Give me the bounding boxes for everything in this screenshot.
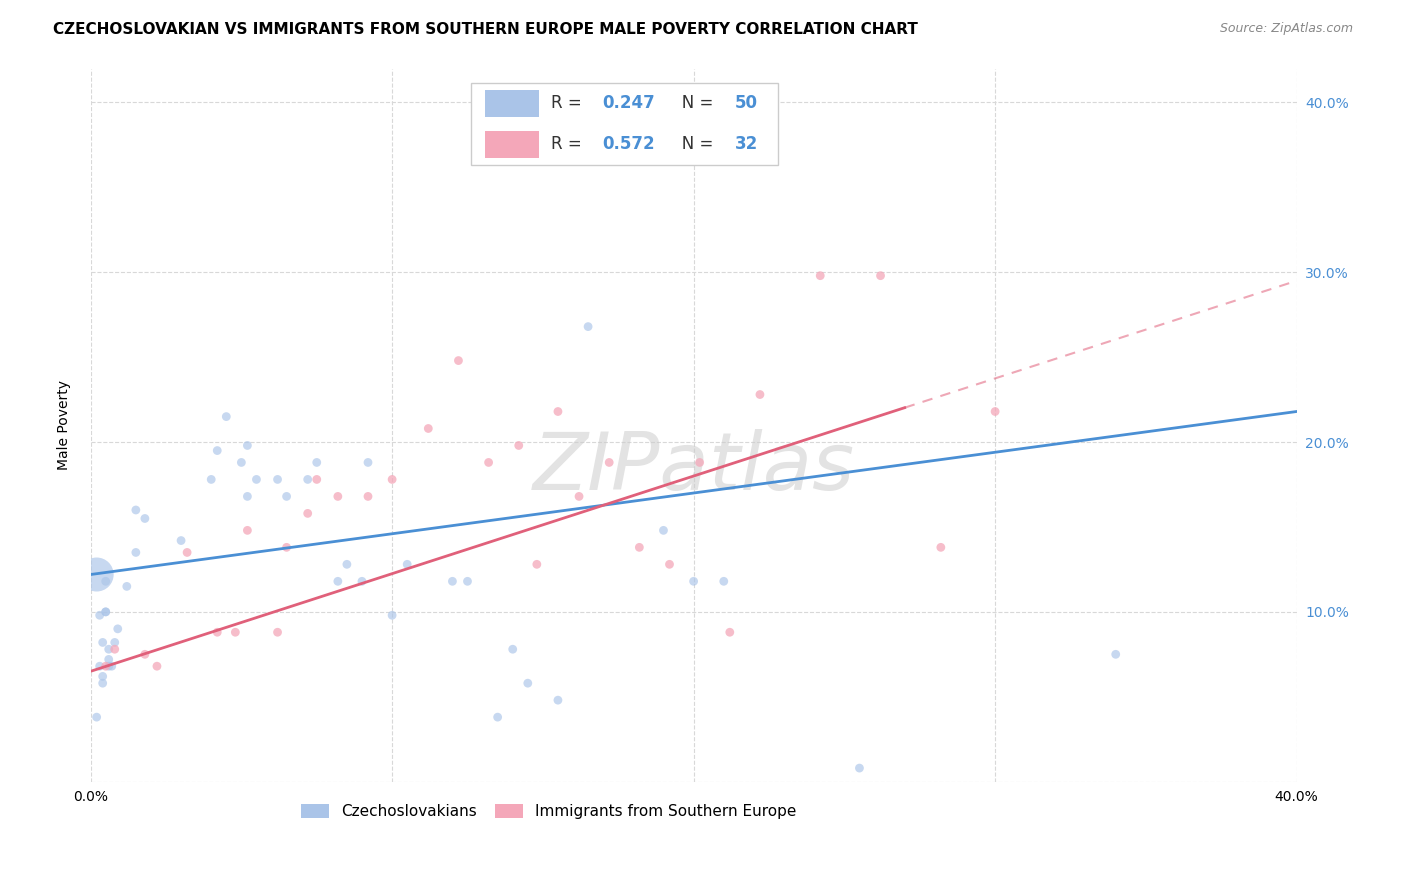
Point bbox=[297, 507, 319, 521]
Point bbox=[91, 635, 114, 649]
Point bbox=[115, 579, 138, 593]
Point bbox=[236, 524, 259, 538]
Point bbox=[628, 541, 651, 555]
Point bbox=[718, 625, 741, 640]
Point bbox=[266, 625, 288, 640]
Point bbox=[547, 404, 569, 418]
Point bbox=[94, 574, 117, 589]
Point bbox=[176, 545, 198, 559]
Point bbox=[418, 421, 440, 435]
Point bbox=[929, 541, 952, 555]
Point bbox=[516, 676, 538, 690]
Point bbox=[215, 409, 238, 424]
Point bbox=[486, 710, 509, 724]
Point bbox=[104, 642, 127, 657]
Point bbox=[231, 455, 253, 469]
Point bbox=[100, 659, 122, 673]
Point bbox=[576, 319, 599, 334]
Point bbox=[125, 545, 148, 559]
Point bbox=[97, 642, 120, 657]
Point bbox=[526, 558, 548, 572]
Point bbox=[381, 608, 404, 623]
Point bbox=[89, 659, 111, 673]
Point bbox=[134, 648, 156, 662]
Point bbox=[869, 268, 891, 283]
Point bbox=[326, 574, 349, 589]
Point bbox=[200, 472, 222, 486]
Text: N =: N = bbox=[666, 136, 718, 153]
Point bbox=[107, 622, 129, 636]
Point bbox=[305, 472, 328, 486]
Point bbox=[713, 574, 735, 589]
Point bbox=[236, 438, 259, 452]
Point bbox=[350, 574, 373, 589]
Point bbox=[94, 605, 117, 619]
Point bbox=[125, 503, 148, 517]
Point bbox=[91, 669, 114, 683]
Point bbox=[396, 558, 419, 572]
Point bbox=[305, 455, 328, 469]
Point bbox=[236, 490, 259, 504]
Point bbox=[97, 652, 120, 666]
Point bbox=[547, 693, 569, 707]
Point bbox=[170, 533, 193, 548]
Point bbox=[478, 455, 501, 469]
Point bbox=[297, 472, 319, 486]
Point bbox=[86, 710, 108, 724]
Text: Source: ZipAtlas.com: Source: ZipAtlas.com bbox=[1219, 22, 1353, 36]
Point bbox=[326, 490, 349, 504]
Point bbox=[336, 558, 359, 572]
Point bbox=[104, 635, 127, 649]
Point bbox=[91, 676, 114, 690]
Point bbox=[658, 558, 681, 572]
Point bbox=[146, 659, 169, 673]
Point bbox=[508, 438, 530, 452]
Point bbox=[502, 642, 524, 657]
Point bbox=[94, 659, 117, 673]
Point bbox=[441, 574, 464, 589]
Text: 32: 32 bbox=[734, 136, 758, 153]
Point bbox=[808, 268, 831, 283]
Point bbox=[457, 574, 479, 589]
FancyBboxPatch shape bbox=[485, 90, 540, 117]
Text: 0.247: 0.247 bbox=[602, 95, 655, 112]
Text: R =: R = bbox=[551, 136, 588, 153]
FancyBboxPatch shape bbox=[485, 131, 540, 158]
Point bbox=[682, 574, 704, 589]
Point bbox=[652, 524, 675, 538]
Point bbox=[86, 567, 108, 582]
Point bbox=[357, 490, 380, 504]
FancyBboxPatch shape bbox=[471, 83, 778, 165]
Point bbox=[276, 541, 298, 555]
Text: R =: R = bbox=[551, 95, 588, 112]
Point bbox=[224, 625, 246, 640]
Point bbox=[276, 490, 298, 504]
Point bbox=[207, 443, 229, 458]
Point bbox=[207, 625, 229, 640]
Point bbox=[689, 455, 711, 469]
Point bbox=[598, 455, 620, 469]
Text: 50: 50 bbox=[734, 95, 758, 112]
Legend: Czechoslovakians, Immigrants from Southern Europe: Czechoslovakians, Immigrants from Southe… bbox=[295, 798, 803, 825]
Text: 0.572: 0.572 bbox=[602, 136, 655, 153]
Point bbox=[984, 404, 1007, 418]
Point bbox=[89, 608, 111, 623]
Point bbox=[266, 472, 288, 486]
Point bbox=[848, 761, 870, 775]
Point bbox=[381, 472, 404, 486]
Text: CZECHOSLOVAKIAN VS IMMIGRANTS FROM SOUTHERN EUROPE MALE POVERTY CORRELATION CHAR: CZECHOSLOVAKIAN VS IMMIGRANTS FROM SOUTH… bbox=[53, 22, 918, 37]
Point bbox=[1105, 648, 1128, 662]
Point bbox=[568, 490, 591, 504]
Point bbox=[94, 605, 117, 619]
Point bbox=[245, 472, 267, 486]
Point bbox=[357, 455, 380, 469]
Point bbox=[447, 353, 470, 368]
Point bbox=[749, 387, 772, 401]
Text: ZIPatlas: ZIPatlas bbox=[533, 429, 855, 507]
Point bbox=[134, 511, 156, 525]
Point bbox=[97, 659, 120, 673]
Y-axis label: Male Poverty: Male Poverty bbox=[58, 380, 72, 470]
Text: N =: N = bbox=[666, 95, 718, 112]
